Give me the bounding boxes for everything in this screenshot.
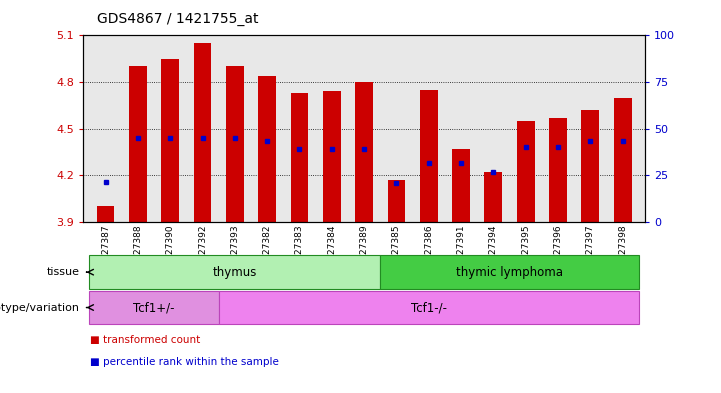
Bar	[355, 82, 373, 222]
Bar	[194, 43, 211, 222]
Bar	[549, 118, 567, 222]
Bar	[388, 180, 405, 222]
Bar	[517, 121, 534, 222]
Bar	[452, 149, 470, 222]
Bar	[420, 90, 438, 222]
Bar	[258, 76, 276, 222]
Text: thymus: thymus	[213, 266, 257, 279]
Bar	[162, 59, 179, 222]
Text: genotype/variation: genotype/variation	[0, 303, 79, 312]
Text: ■ percentile rank within the sample: ■ percentile rank within the sample	[90, 356, 279, 367]
Text: Tcf1-/-: Tcf1-/-	[411, 301, 447, 314]
Bar	[129, 66, 147, 222]
Bar	[323, 91, 341, 222]
Text: Tcf1+/-: Tcf1+/-	[133, 301, 174, 314]
Bar	[380, 255, 639, 289]
Text: GDS4867 / 1421755_at: GDS4867 / 1421755_at	[97, 11, 259, 26]
Bar	[291, 93, 309, 222]
Bar	[581, 110, 599, 222]
Text: ■ transformed count: ■ transformed count	[90, 335, 200, 345]
Text: tissue: tissue	[46, 267, 79, 277]
Bar	[218, 291, 639, 324]
Bar	[485, 172, 503, 222]
Bar	[226, 66, 244, 222]
Text: thymic lymphoma: thymic lymphoma	[456, 266, 563, 279]
Bar	[97, 206, 115, 222]
Bar	[614, 97, 632, 222]
Bar	[89, 291, 218, 324]
Bar	[89, 255, 380, 289]
